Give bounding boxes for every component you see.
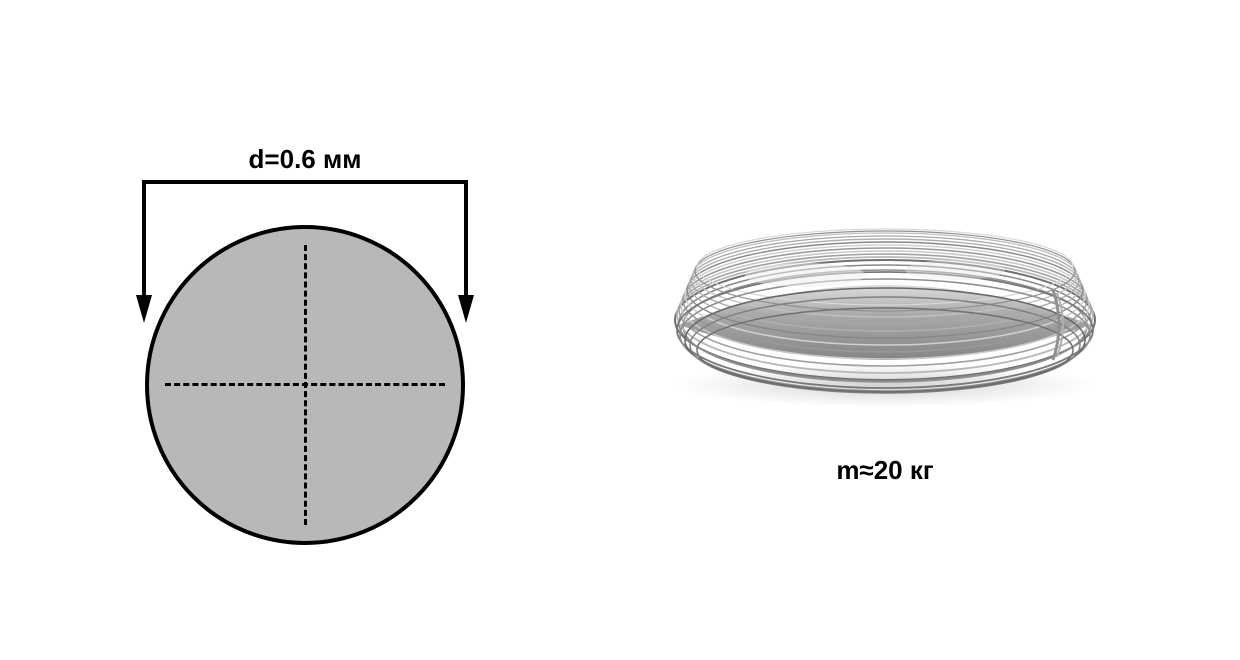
wire-coil-panel: m≈20 кг xyxy=(610,70,1160,590)
diagram-container: d=0.6 мм xyxy=(0,0,1240,660)
dimension-leader-left xyxy=(142,180,146,300)
crosshair-vertical xyxy=(304,245,307,525)
mass-label: m≈20 кг xyxy=(836,455,933,486)
cross-section-diagram: d=0.6 мм xyxy=(80,70,530,590)
arrowhead-right-icon xyxy=(458,295,474,323)
wire-coil-illustration xyxy=(655,175,1115,415)
diameter-label: d=0.6 мм xyxy=(249,144,362,175)
dimension-line xyxy=(142,180,468,184)
wire-coil-svg xyxy=(655,175,1115,415)
dimension-leader-right xyxy=(464,180,468,300)
arrowhead-left-icon xyxy=(136,295,152,323)
